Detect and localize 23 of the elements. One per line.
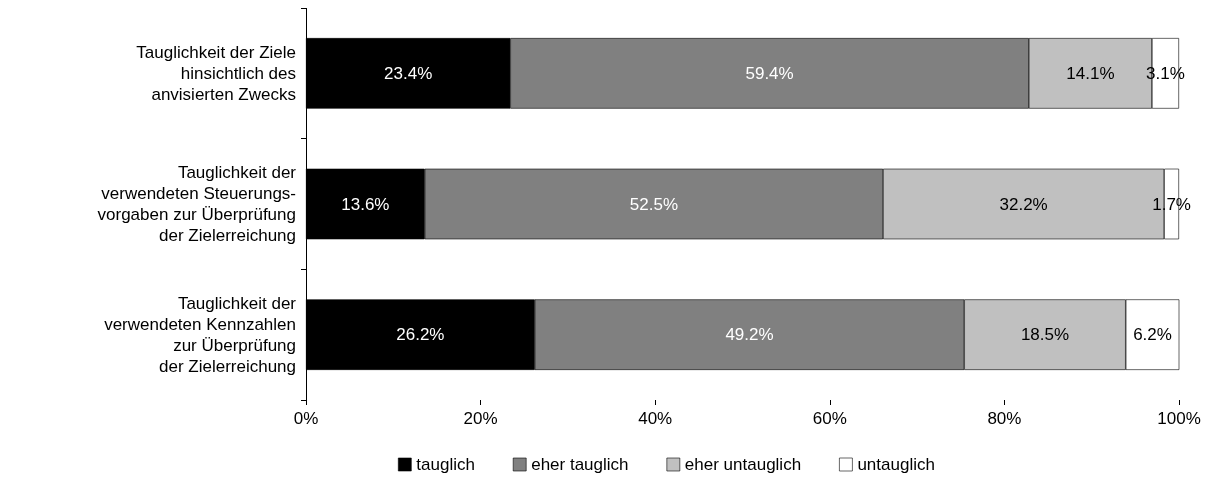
legend-label: untauglich [857,455,935,474]
x-tick-label: 60% [812,409,847,428]
y-tick-label: Tauglichkeit der Ziele hinsichtlich des anvisierten Zwecks [136,42,296,104]
data-label: 18.5% [1020,325,1070,345]
data-label: 26.2% [396,325,445,345]
legend-label: tauglich [416,455,475,474]
data-label: 14.1% [1066,63,1115,83]
legend-label: eher untauglich [684,455,802,474]
data-label: 23.4% [384,63,433,83]
data-label: 59.4% [745,63,794,83]
x-tick-label: 80% [987,409,1022,428]
x-tick-label: 40% [638,409,673,428]
data-label: 6.2% [1133,325,1172,345]
data-label: 52.5% [629,194,678,214]
legend-label: eher tauglich [531,455,629,474]
x-tick-label: 100% [1157,409,1201,428]
data-label: 49.2% [725,325,774,345]
y-tick-label: Tauglichkeit der verwendeten Kennzahlen zur Überprüfung der Zielerreichung [104,293,297,376]
data-label: 32.2% [999,194,1048,214]
x-tick-label: 20% [463,409,498,428]
x-tick-label: 0% [293,409,319,428]
y-tick-label: Tauglichkeit der verwendeten Steuerungs- vorgaben zur Überprüfung der Zielerreichung [97,163,297,245]
data-label: 13.6% [341,194,390,214]
